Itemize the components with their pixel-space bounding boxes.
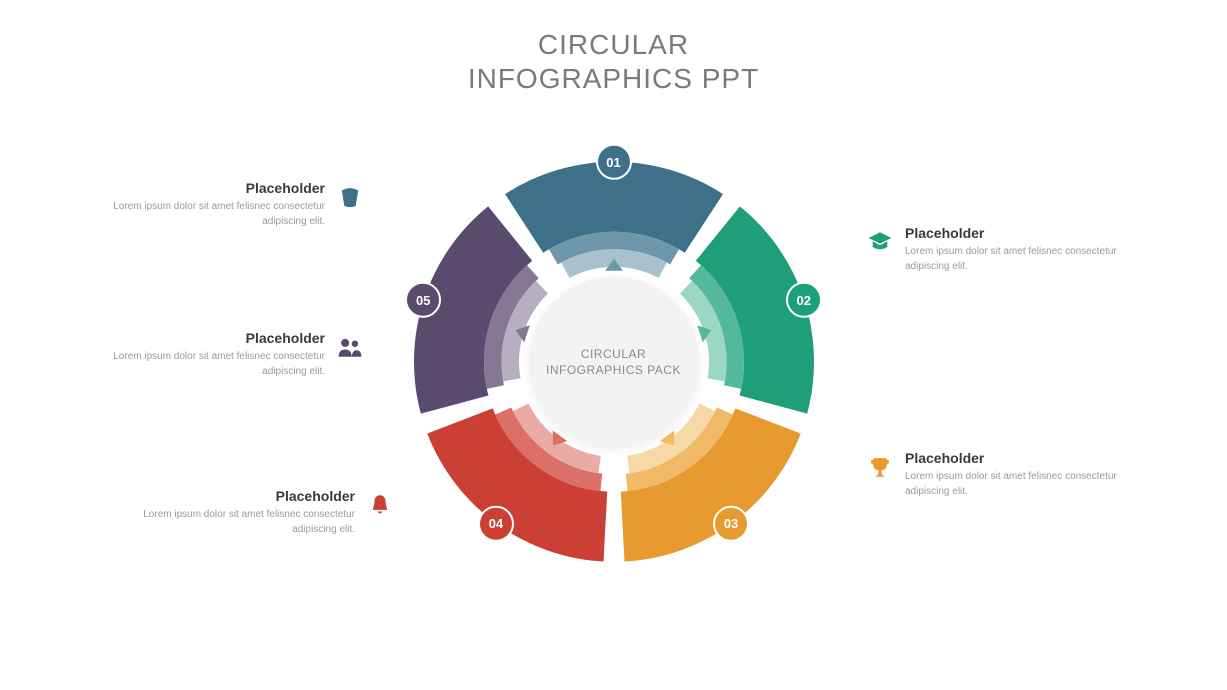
page-title: CIRCULAR INFOGRAPHICS PPT: [0, 28, 1227, 95]
label-body: Lorem ipsum dolor sit amet felisnec cons…: [95, 200, 325, 229]
badge-03: 03: [713, 506, 749, 542]
title-line-2: INFOGRAPHICS PPT: [468, 63, 759, 94]
circular-chart: CIRCULAR INFOGRAPHICS PACK 0102030405: [404, 152, 824, 572]
label-body: Lorem ipsum dolor sit amet felisnec cons…: [905, 245, 1135, 274]
label-heading: Placeholder: [905, 450, 1135, 466]
label-1: Placeholder Lorem ipsum dolor sit amet fe…: [95, 180, 325, 229]
center-text: CIRCULAR INFOGRAPHICS PACK: [539, 346, 689, 378]
trophy-icon: [867, 454, 893, 480]
bell-icon: [367, 492, 393, 518]
label-body: Lorem ipsum dolor sit amet felisnec cons…: [95, 350, 325, 379]
badge-04: 04: [478, 506, 514, 542]
title-line-1: CIRCULAR: [538, 29, 689, 60]
badge-05: 05: [405, 282, 441, 318]
arrow-01: [605, 259, 623, 271]
users-icon: [337, 334, 363, 360]
badge-01: 01: [596, 144, 632, 180]
label-4: Placeholder Lorem ipsum dolor sit amet fe…: [125, 488, 355, 537]
center-circle: CIRCULAR INFOGRAPHICS PACK: [529, 277, 699, 447]
badge-02: 02: [786, 282, 822, 318]
label-3: Placeholder Lorem ipsum dolor sit amet fe…: [905, 450, 1135, 499]
label-body: Lorem ipsum dolor sit amet felisnec cons…: [125, 508, 355, 537]
label-heading: Placeholder: [95, 180, 325, 196]
label-heading: Placeholder: [125, 488, 355, 504]
label-heading: Placeholder: [905, 225, 1135, 241]
label-5: Placeholder Lorem ipsum dolor sit amet fe…: [95, 330, 325, 379]
label-heading: Placeholder: [95, 330, 325, 346]
label-2: Placeholder Lorem ipsum dolor sit amet fe…: [905, 225, 1135, 274]
label-body: Lorem ipsum dolor sit amet felisnec cons…: [905, 470, 1135, 499]
bucket-icon: [337, 184, 363, 210]
graduation-icon: [867, 229, 893, 255]
